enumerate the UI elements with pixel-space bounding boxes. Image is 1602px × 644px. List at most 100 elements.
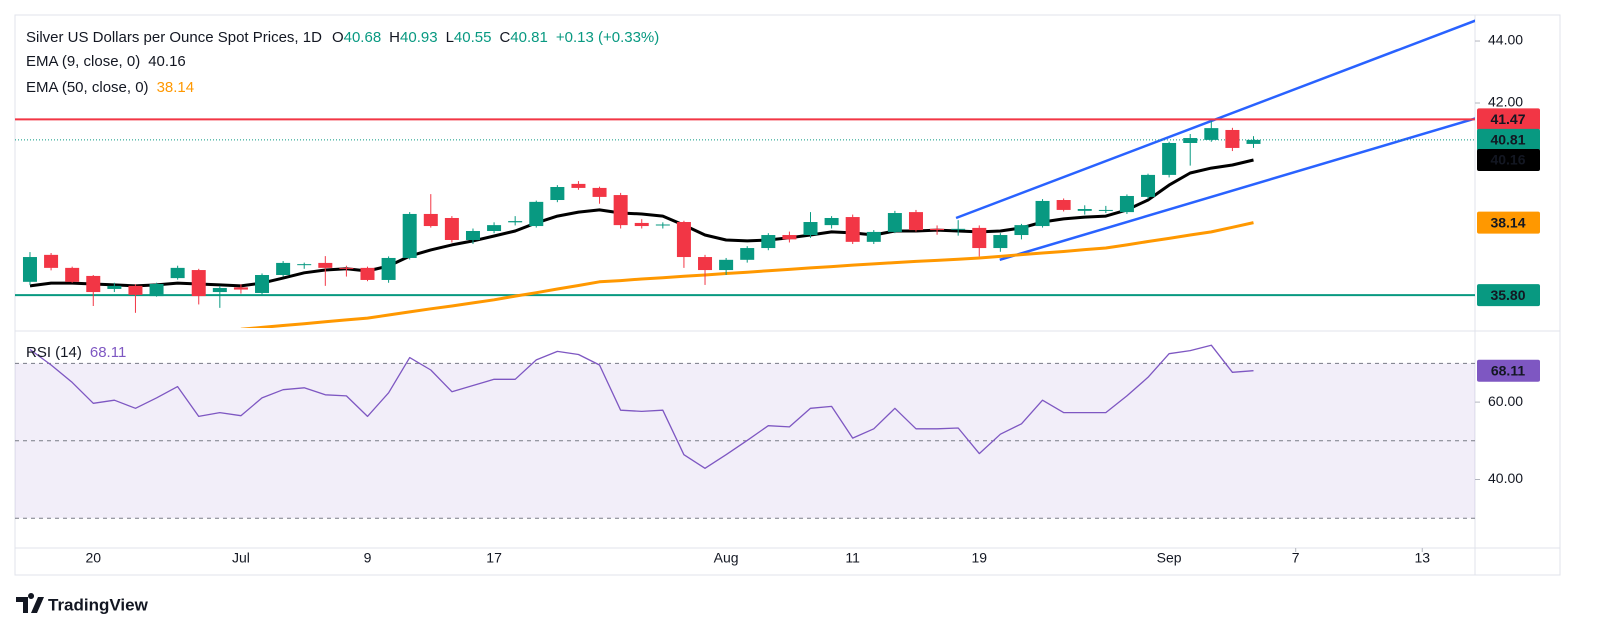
- candle-body: [951, 228, 966, 230]
- logo-mark: [16, 593, 44, 613]
- candle-body: [1077, 208, 1092, 211]
- x-tick-label: 9: [364, 550, 372, 566]
- candle-body: [908, 212, 923, 231]
- x-tick-label: Aug: [714, 550, 739, 566]
- candle-body: [318, 262, 333, 268]
- price-label-box: [1477, 284, 1540, 307]
- candle-body: [550, 186, 565, 201]
- trend-line: [999, 117, 1475, 262]
- plot-layer: 42.00 44.00 41.47 40.81 40.16 38.14 35.80 20 Jul…: [15, 19, 1540, 566]
- candle-body: [65, 267, 80, 282]
- price-label-box: [1477, 211, 1540, 234]
- line-series: [29, 344, 1254, 469]
- rsi-panel: [15, 344, 1475, 519]
- candle-body: [149, 283, 164, 297]
- candle-body: [44, 254, 59, 268]
- candle-body: [423, 213, 438, 227]
- candle-body: [1056, 200, 1071, 210]
- low-value: 40.55: [454, 29, 492, 46]
- legend-name: EMA (50, close, 0): [26, 79, 149, 96]
- candle-body: [740, 248, 755, 260]
- x-tick-label: Jul: [232, 550, 250, 566]
- x-tick-label: 17: [486, 550, 502, 566]
- candle-body: [803, 222, 818, 236]
- candle-body: [381, 257, 396, 280]
- candle-body: [487, 225, 502, 232]
- price-panel: [15, 19, 1475, 328]
- candle-body: [22, 257, 37, 282]
- price-label: 38.14: [1490, 214, 1525, 230]
- price-label-box: [1477, 108, 1540, 131]
- candle-body: [191, 270, 206, 297]
- candle-body: [866, 231, 881, 242]
- candle-body: [719, 259, 734, 271]
- y-tick-label: 60.00: [1488, 393, 1523, 409]
- candle-body: [1141, 174, 1156, 197]
- candle-body: [1225, 129, 1240, 148]
- candle-body: [1098, 209, 1113, 211]
- candle-body: [1183, 138, 1198, 143]
- y-tick-label: 42.00: [1488, 94, 1523, 110]
- ohlc-label: H: [389, 29, 400, 46]
- candle-body: [698, 257, 713, 271]
- candle-body: [993, 235, 1008, 249]
- candle-body: [782, 235, 797, 240]
- y-tick-label: 44.00: [1488, 32, 1523, 48]
- x-tick-label: 19: [971, 550, 987, 566]
- candle-body: [1162, 142, 1177, 175]
- candle-body: [233, 287, 248, 290]
- candle-body: [972, 227, 987, 249]
- legend-ema50: EMA (50, close, 0) 38.14: [26, 79, 194, 96]
- high-value: 40.93: [400, 29, 438, 46]
- legend-rsi: RSI (14) 68.11: [26, 344, 126, 361]
- legend-value: 38.14: [157, 79, 195, 96]
- legend-name: EMA (9, close, 0): [26, 53, 140, 70]
- brand: TradingView: [48, 595, 149, 614]
- price-label: 40.16: [1490, 152, 1525, 168]
- legend-value: 68.11: [90, 344, 126, 361]
- header: Silver US Dollars per Ounce Spot Prices,…: [26, 29, 659, 46]
- close-value: 40.81: [510, 29, 548, 46]
- brand-logo: TradingView: [16, 593, 149, 614]
- ohlc-label: L: [446, 29, 454, 46]
- candle-body: [212, 288, 227, 293]
- candle-body: [613, 195, 628, 226]
- price-label-box: [1477, 128, 1540, 151]
- price-label: 68.11: [1491, 362, 1525, 378]
- candle-body: [676, 222, 691, 258]
- price-label: 40.81: [1490, 132, 1525, 148]
- candle-body: [1035, 200, 1050, 227]
- candle-body: [402, 213, 417, 258]
- candle-body: [887, 213, 902, 232]
- price-label: 41.47: [1490, 111, 1525, 127]
- candle-body: [339, 267, 354, 269]
- candle-body: [107, 285, 122, 289]
- legend-ema9: EMA (9, close, 0) 40.16: [26, 53, 186, 70]
- candle-body: [128, 285, 143, 295]
- change-label: +0.13 (+0.33%): [556, 29, 659, 46]
- legend-value: 40.16: [148, 53, 186, 70]
- open-value: 40.68: [344, 29, 382, 46]
- candle-body: [571, 183, 586, 188]
- candle-body: [297, 264, 312, 266]
- y-tick-label: 40.00: [1488, 470, 1523, 486]
- x-tick-label: 7: [1292, 550, 1300, 566]
- ohlc-label: C: [499, 29, 510, 46]
- candle-body: [170, 267, 185, 279]
- price-label-box: [1477, 359, 1540, 382]
- candle-body: [360, 267, 375, 280]
- candle-body: [276, 262, 291, 276]
- candle-body: [465, 231, 480, 240]
- ohlc-label: O: [332, 29, 344, 46]
- x-tick-label: 20: [85, 550, 101, 566]
- candle-body: [1014, 225, 1029, 236]
- candle-body: [86, 275, 101, 293]
- candle-body: [824, 217, 839, 226]
- candle-body: [634, 222, 649, 227]
- candle-body: [761, 235, 776, 249]
- candle-body: [1204, 128, 1219, 140]
- price-label: 35.80: [1490, 287, 1525, 303]
- x-tick-label: 13: [1414, 550, 1430, 566]
- chart-title: Silver US Dollars per Ounce Spot Prices,…: [26, 29, 322, 46]
